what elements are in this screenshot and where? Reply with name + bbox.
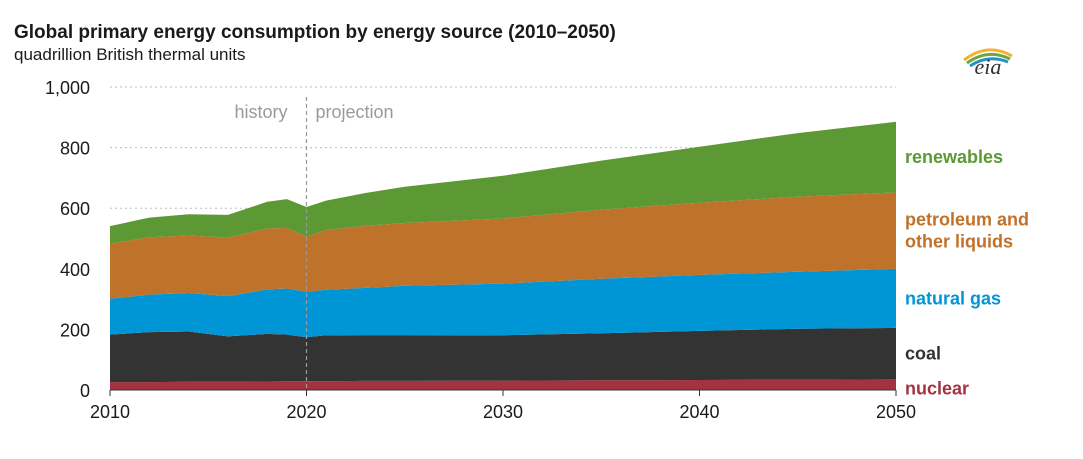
y-tick-label-600: 600 [60,199,90,219]
y-tick-label-1000: 1,000 [45,78,90,98]
series-natural-gas-area [110,268,896,338]
eia-logo-text: eia [975,54,1002,76]
y-tick-label-400: 400 [60,260,90,280]
x-tick-label-2020: 2020 [286,402,326,422]
chart-subtitle: quadrillion British thermal units [14,45,246,64]
eia-logo: eia [963,48,1013,76]
x-tick-label-2030: 2030 [483,402,523,422]
x-tick-label-2040: 2040 [679,402,719,422]
legend-label-renewables: renewables [905,147,1003,167]
x-tick-label-2010: 2010 [90,402,130,422]
y-tick-label-0: 0 [80,381,90,401]
y-tick-label-800: 800 [60,139,90,159]
legend-label-petroleum-and-other-liquids-line1: petroleum and [905,210,1029,230]
series-coal-area [110,327,896,383]
y-tick-label-200: 200 [60,320,90,340]
legend-label-natural-gas: natural gas [905,288,1001,308]
chart-title: Global primary energy consumption by ene… [14,22,616,43]
legend-label-coal: coal [905,344,941,364]
series-renewables-area [110,121,896,244]
x-tick-label-2050: 2050 [876,402,916,422]
legend-label-petroleum-and-other-liquids-line2: other liquids [905,232,1013,252]
legend-label-nuclear: nuclear [905,379,969,399]
history-label: history [234,102,287,122]
projection-label: projection [316,102,394,122]
